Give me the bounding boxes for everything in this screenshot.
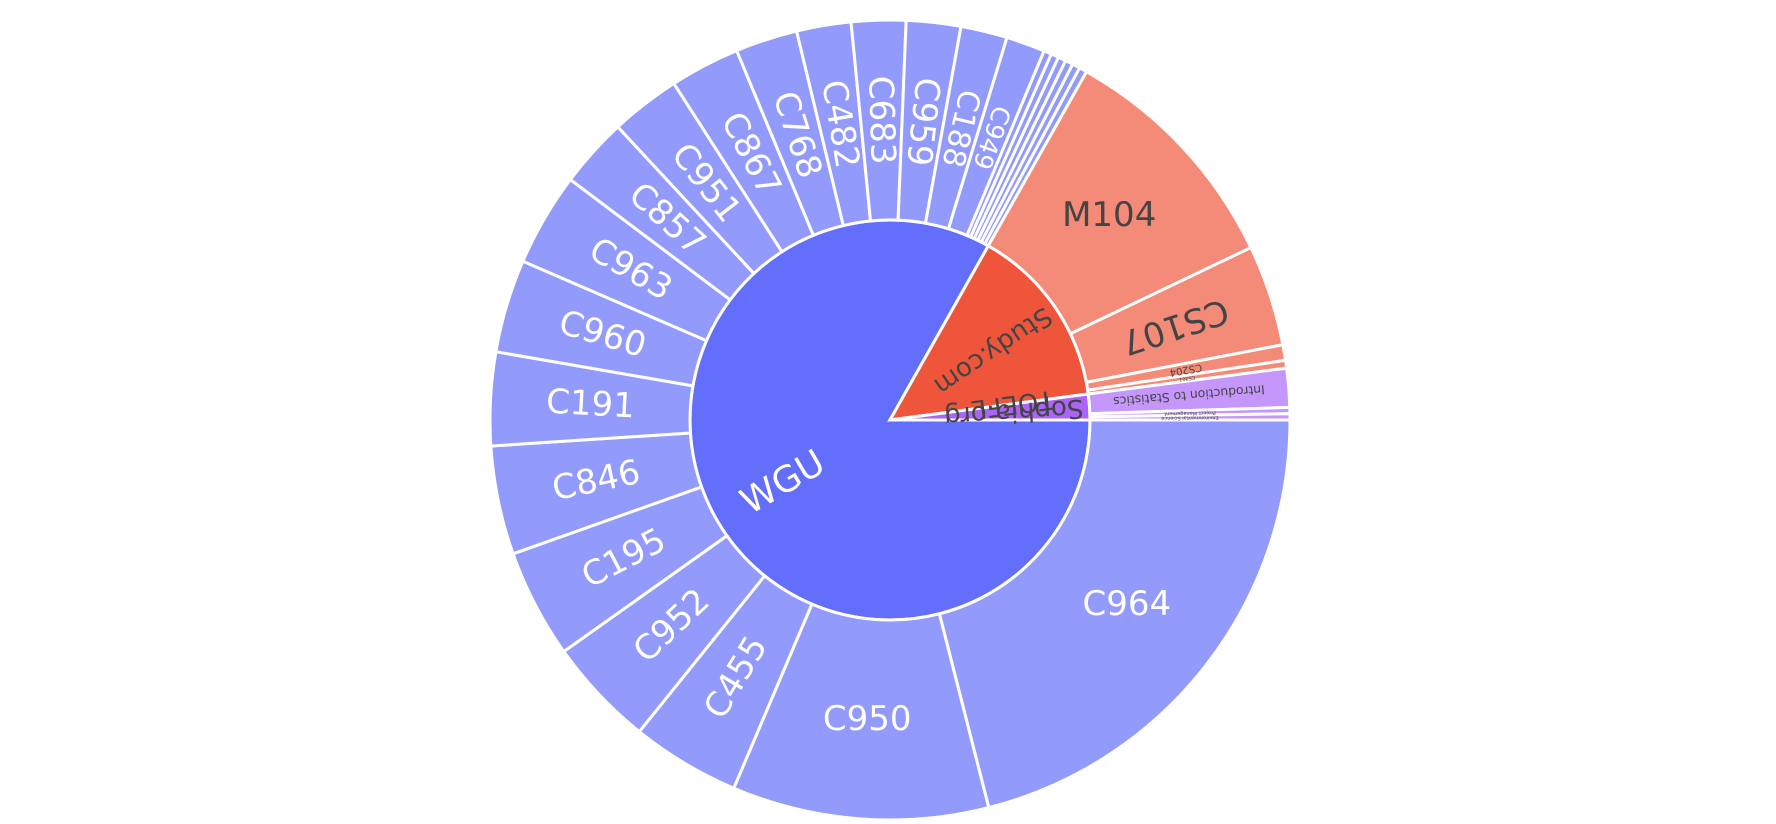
leaf-label-cs204: CS204	[1169, 361, 1203, 377]
leaf-label-environmental-science: Environmental Science	[1161, 414, 1218, 420]
leaf-label-c683: C683	[860, 75, 903, 165]
leaf-label-c964: C964	[1083, 584, 1172, 624]
leaf-label-c191: C191	[545, 382, 636, 427]
leaf-label-project-management: Project Management	[1164, 409, 1216, 416]
leaf-label-cs301: CS301	[1179, 374, 1196, 382]
leaf-sector-c964[interactable]	[937, 418, 1292, 810]
leaf-label-c959: C959	[898, 76, 947, 168]
sunburst-sectors	[488, 18, 1292, 822]
leaf-label-c950: C950	[823, 699, 912, 739]
leaf-sector-environmental-science[interactable]	[1088, 412, 1292, 422]
leaf-label-m104: M104	[1062, 195, 1156, 235]
